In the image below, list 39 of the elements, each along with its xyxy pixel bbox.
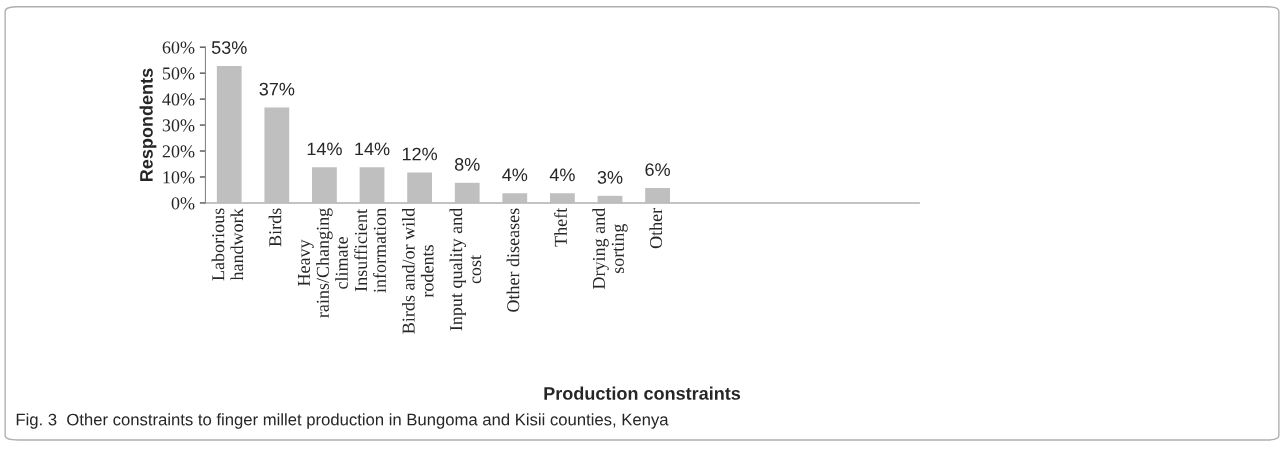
bar <box>263 106 291 203</box>
y-tick-label: 0% <box>171 197 195 210</box>
x-tick-label: Other diseases <box>506 208 520 312</box>
x-tick-label: Drying and sorting <box>592 208 628 290</box>
bar <box>310 165 339 203</box>
data-label: 3% <box>597 171 623 184</box>
bar <box>405 171 434 203</box>
data-label: 14% <box>307 142 342 156</box>
x-tick-label: Input quality and cost <box>449 208 482 331</box>
y-tick-label: 40% <box>162 93 195 106</box>
bar <box>358 165 386 203</box>
y-tick-label: 30% <box>162 119 195 132</box>
data-label: 53% <box>211 41 247 54</box>
data-label: 12% <box>402 147 438 161</box>
bar <box>501 191 529 203</box>
bar <box>215 64 244 203</box>
data-label: 4% <box>502 168 528 182</box>
y-tick-label: 60% <box>162 41 195 54</box>
data-label: 14% <box>355 142 390 156</box>
data-label: 4% <box>549 168 575 182</box>
data-label: 8% <box>454 158 480 171</box>
x-axis-title: Production constraints <box>544 386 741 400</box>
data-label: 6% <box>645 163 670 177</box>
y-tick-label: 20% <box>162 145 195 158</box>
caption: Fig. 3 Other constraints to finger millet production in Bungoma and Kisii counties, Kenya <box>16 413 669 429</box>
x-tick-label: Insufficient information <box>354 208 386 293</box>
bar <box>643 186 672 203</box>
bar <box>453 181 481 203</box>
x-tick-label: Theft <box>554 207 567 247</box>
y-axis-title: Respondents <box>139 68 157 182</box>
x-tick-label: Birds <box>268 208 282 247</box>
data-label: 37% <box>259 82 295 96</box>
y-tick-label: 50% <box>162 67 195 80</box>
x-tick-label: Laborious handwork <box>211 208 244 281</box>
bar <box>596 194 624 203</box>
x-tick-label: Birds and/or wild rodents <box>401 208 434 334</box>
y-tick-label: 10% <box>163 171 195 184</box>
x-tick-label: Other <box>649 207 663 249</box>
x-tick-label: Heavy rains/Changing climate <box>297 208 348 318</box>
